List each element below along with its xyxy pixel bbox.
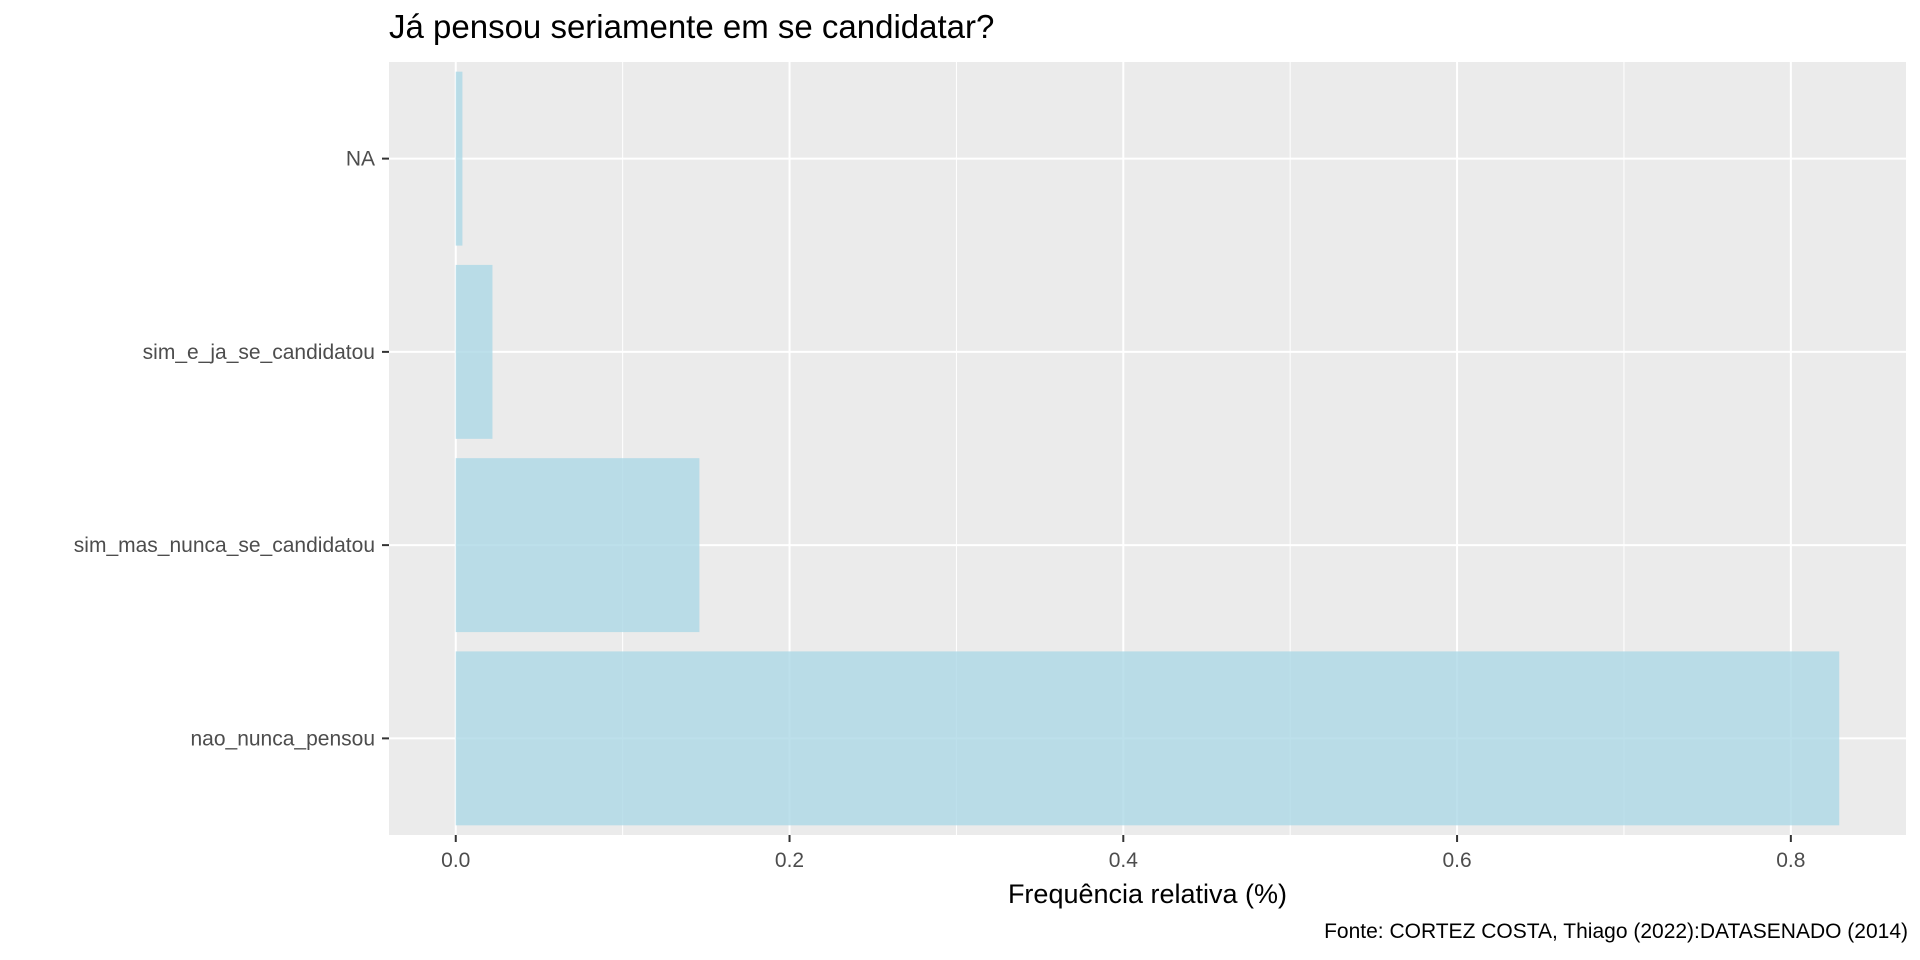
x-tick-label: 0.8 — [1776, 849, 1805, 872]
x-tick-label: 0.6 — [1442, 849, 1471, 872]
y-tick-label: nao_nunca_pensou — [190, 727, 375, 750]
y-tick-label: NA — [346, 148, 375, 171]
x-axis-label: Frequência relativa (%) — [1008, 879, 1287, 909]
x-tick-label: 0.4 — [1109, 849, 1139, 872]
bars — [455, 71, 1840, 826]
bar-sim_e_ja_se_candidatou — [455, 264, 493, 439]
y-tick-label: sim_mas_nunca_se_candidatou — [74, 534, 375, 557]
x-tick-label: 0.0 — [441, 849, 470, 872]
y-axis: nao_nunca_pensou sim_mas_nunca_se_candida… — [74, 148, 389, 750]
x-axis: 0.0 0.2 0.4 0.6 0.8 — [441, 835, 1805, 872]
bar-nao_nunca_pensou — [455, 651, 1840, 826]
source-caption: Fonte: CORTEZ COSTA, Thiago (2022):DATAS… — [1324, 920, 1908, 943]
bar-NA — [455, 71, 463, 246]
chart-title: Já pensou seriamente em se candidatar? — [389, 8, 995, 45]
y-tick-label: sim_e_ja_se_candidatou — [143, 341, 375, 364]
x-tick-label: 0.2 — [775, 849, 804, 872]
bar-sim_mas_nunca_se_candidatou — [455, 458, 700, 633]
